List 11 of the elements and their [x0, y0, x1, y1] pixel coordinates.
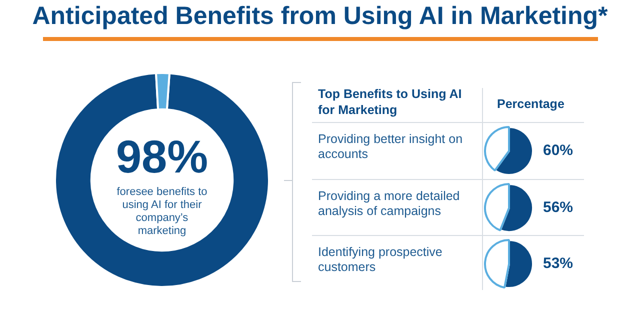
text: Providing better insight on accounts [318, 132, 464, 162]
data-label: 53% [543, 255, 574, 272]
text: Identifying prospective customers [318, 245, 444, 275]
data-label: 56% [543, 198, 574, 216]
data-label: 98% [116, 130, 208, 183]
text: Providing a more detailed analysis of campaigns [318, 188, 461, 218]
data-label: 60% [543, 142, 574, 160]
text: foresee benefits to using AI for their company’s marketing [116, 186, 208, 238]
text: Percentage [497, 96, 564, 112]
text: Top Benefits to Using AI for Marketing [318, 86, 463, 118]
text: Anticipated Benefits from Using AI in Marketing* [31, 2, 609, 31]
